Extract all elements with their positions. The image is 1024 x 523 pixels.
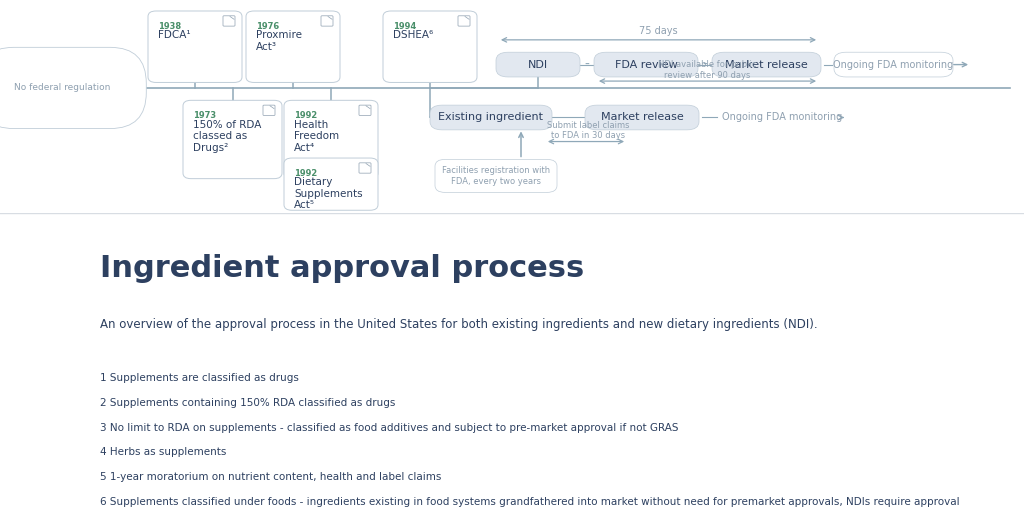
Text: 1992: 1992	[294, 111, 317, 120]
FancyBboxPatch shape	[321, 16, 333, 26]
Text: FDCA¹: FDCA¹	[158, 30, 190, 40]
Text: Market release: Market release	[601, 112, 683, 122]
Text: Dietary
Supplements
Act⁵: Dietary Supplements Act⁵	[294, 177, 362, 210]
Text: 75 days: 75 days	[639, 26, 678, 36]
FancyBboxPatch shape	[148, 11, 242, 83]
FancyBboxPatch shape	[284, 158, 378, 210]
Text: Ongoing FDA monitoring: Ongoing FDA monitoring	[834, 60, 953, 70]
FancyBboxPatch shape	[183, 100, 282, 179]
FancyBboxPatch shape	[458, 16, 470, 26]
Text: 1938: 1938	[158, 22, 181, 31]
FancyBboxPatch shape	[594, 52, 698, 77]
Text: No federal regulation: No federal regulation	[13, 84, 111, 93]
Polygon shape	[19, 242, 84, 327]
Text: FDA review: FDA review	[614, 60, 677, 70]
Text: 3 No limit to RDA on supplements - classified as food additives and subject to p: 3 No limit to RDA on supplements - class…	[100, 423, 679, 433]
FancyBboxPatch shape	[496, 52, 580, 77]
FancyBboxPatch shape	[585, 105, 699, 130]
Text: Submit label claims
to FDA in 30 days: Submit label claims to FDA in 30 days	[547, 121, 630, 140]
Text: 2 Supplements containing 150% RDA classified as drugs: 2 Supplements containing 150% RDA classi…	[100, 398, 395, 408]
Text: 1976: 1976	[256, 22, 280, 31]
Text: DSHEA⁶: DSHEA⁶	[393, 30, 433, 40]
Text: Ongoing FDA monitoring: Ongoing FDA monitoring	[722, 112, 843, 122]
Text: -: -	[585, 58, 590, 72]
FancyBboxPatch shape	[263, 105, 275, 116]
FancyBboxPatch shape	[359, 105, 371, 116]
FancyBboxPatch shape	[246, 11, 340, 83]
Text: Existing ingredient: Existing ingredient	[438, 112, 544, 122]
Text: 150% of RDA
classed as
Drugs²: 150% of RDA classed as Drugs²	[193, 120, 261, 153]
FancyBboxPatch shape	[359, 163, 371, 173]
Text: Ingredient approval process: Ingredient approval process	[100, 254, 585, 283]
Text: Proxmire
Act³: Proxmire Act³	[256, 30, 302, 52]
Text: Market release: Market release	[725, 60, 808, 70]
Text: An overview of the approval process in the United States for both existing ingre: An overview of the approval process in t…	[100, 318, 817, 331]
FancyBboxPatch shape	[834, 52, 953, 77]
Text: NDI: NDI	[528, 60, 548, 70]
Text: 1992: 1992	[294, 169, 317, 178]
Text: NDI available for public
review after 90 days: NDI available for public review after 90…	[658, 60, 757, 79]
Text: 1994: 1994	[393, 22, 416, 31]
FancyBboxPatch shape	[284, 100, 378, 179]
Text: 6 Supplements classified under foods - ingredients existing in food systems gran: 6 Supplements classified under foods - i…	[100, 497, 959, 507]
Text: Health
Freedom
Act⁴: Health Freedom Act⁴	[294, 120, 339, 153]
Text: 1 Supplements are classified as drugs: 1 Supplements are classified as drugs	[100, 373, 299, 383]
FancyBboxPatch shape	[223, 16, 234, 26]
FancyBboxPatch shape	[712, 52, 821, 77]
FancyBboxPatch shape	[435, 160, 557, 192]
Text: 4 Herbs as supplements: 4 Herbs as supplements	[100, 447, 226, 457]
Polygon shape	[27, 249, 77, 316]
Text: -: -	[702, 58, 708, 72]
Text: —: —	[562, 111, 574, 124]
Text: 5 1-year moratorium on nutrient content, health and label claims: 5 1-year moratorium on nutrient content,…	[100, 472, 441, 482]
FancyBboxPatch shape	[430, 105, 552, 130]
Text: Facilities registration with
FDA, every two years: Facilities registration with FDA, every …	[442, 166, 550, 186]
FancyBboxPatch shape	[383, 11, 477, 83]
Text: 1973: 1973	[193, 111, 216, 120]
